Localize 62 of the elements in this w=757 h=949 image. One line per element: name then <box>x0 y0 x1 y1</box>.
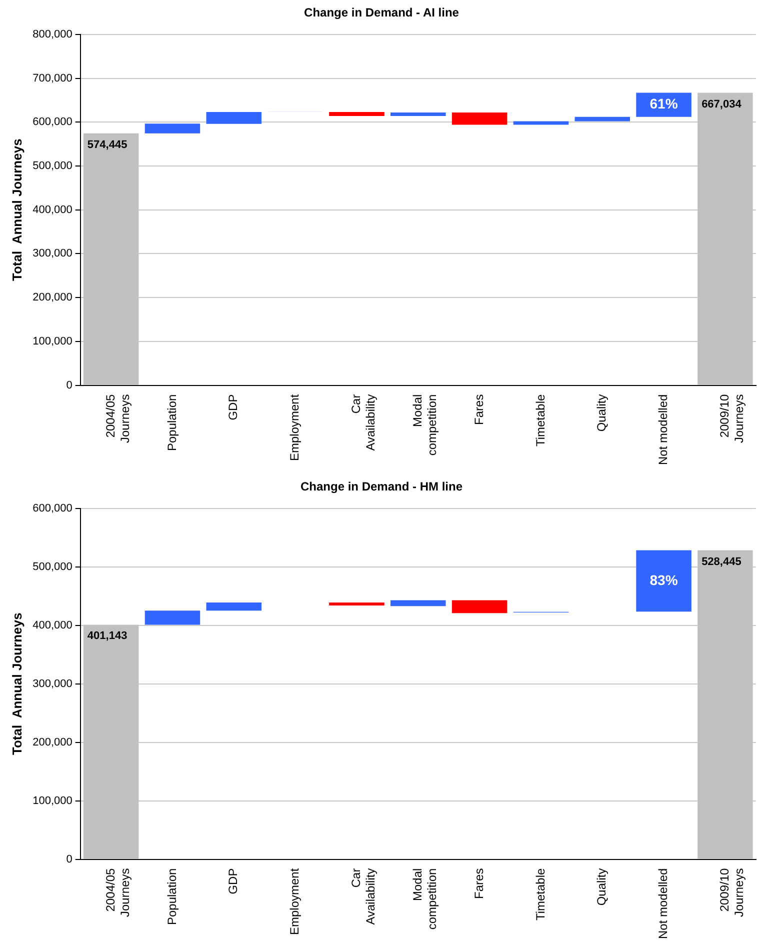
x-tick-label: Car Availability <box>349 868 378 925</box>
y-axis-title: Total Annual Journeys <box>9 612 24 755</box>
x-tick-label: Modal competition <box>410 868 439 930</box>
y-tick-label: 600,000 <box>32 502 72 514</box>
x-tick-label: GDP <box>226 868 240 894</box>
x-tick-label: Fares <box>472 868 486 899</box>
bar <box>513 121 569 125</box>
y-tick-label: 300,000 <box>32 678 72 690</box>
bar <box>329 602 384 606</box>
x-tick-label: Modal competition <box>410 394 439 456</box>
data-label: 528,445 <box>702 556 742 568</box>
bar <box>206 112 262 124</box>
chart-title: Change in Demand - HM line <box>300 480 463 494</box>
x-tick-label: 2004/05 Journeys <box>103 394 132 443</box>
x-tick-label: Population <box>164 868 179 926</box>
bar <box>144 610 200 625</box>
annotation: 61% <box>650 96 678 112</box>
x-tick-label: Timetable <box>533 868 548 921</box>
x-tick-label: Not modelled <box>656 868 670 940</box>
y-tick-label: 100,000 <box>32 794 72 807</box>
y-tick-label: 0 <box>66 853 72 866</box>
y-tick-label: 600,000 <box>32 116 72 128</box>
bar <box>636 550 692 612</box>
x-tick-label: Population <box>164 394 179 452</box>
bar <box>636 92 692 117</box>
x-tick-label: Not modelled <box>656 394 670 466</box>
data-label: 667,034 <box>702 98 742 110</box>
chart-title: Change in Demand - AI line <box>304 6 460 20</box>
x-tick-label: Fares <box>472 394 486 425</box>
y-tick-label: 500,000 <box>32 160 72 172</box>
data-label: 574,445 <box>87 138 128 151</box>
x-tick-label: Quality <box>594 394 609 432</box>
bar <box>144 124 200 134</box>
x-tick-label: Car Availability <box>349 394 378 451</box>
data-label: 401,143 <box>87 630 128 642</box>
y-tick-label: 500,000 <box>32 560 72 573</box>
y-axis-title: Total Annual Journeys <box>9 138 24 281</box>
x-tick-label: 2009/10 Journeys <box>718 868 746 917</box>
bar <box>574 116 630 122</box>
x-tick-label: GDP <box>226 394 240 420</box>
bar <box>452 112 508 125</box>
y-tick-label: 100,000 <box>32 335 72 348</box>
x-tick-label: 2004/05 Journeys <box>103 868 132 917</box>
y-tick-label: 0 <box>66 379 72 392</box>
x-tick-label: Employment <box>288 868 302 935</box>
bar <box>329 112 384 116</box>
y-tick-label: 800,000 <box>32 28 72 40</box>
x-tick-label: Timetable <box>533 394 548 447</box>
annotation: 83% <box>650 572 678 588</box>
y-tick-label: 400,000 <box>32 204 72 216</box>
x-tick-label: Employment <box>288 394 302 461</box>
y-tick-label: 400,000 <box>32 619 72 632</box>
y-tick-label: 700,000 <box>32 72 72 84</box>
x-tick-label: 2009/10 Journeys <box>718 394 746 443</box>
y-tick-label: 200,000 <box>32 736 72 748</box>
x-tick-label: Quality <box>594 868 609 906</box>
y-tick-label: 300,000 <box>32 248 72 260</box>
bar <box>390 600 446 606</box>
bar <box>390 112 446 116</box>
y-tick-label: 200,000 <box>32 292 72 304</box>
bar <box>452 600 508 614</box>
bar <box>206 602 262 611</box>
